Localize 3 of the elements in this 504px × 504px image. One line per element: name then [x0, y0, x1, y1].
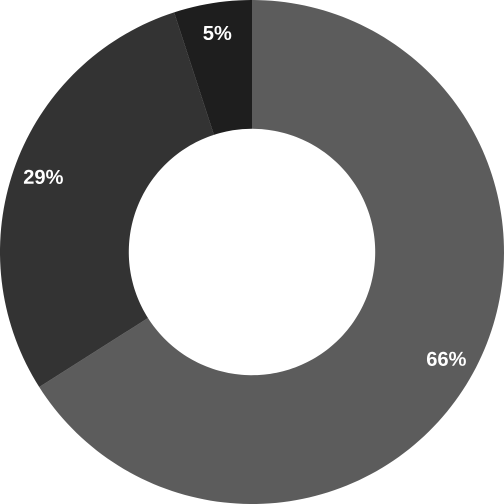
data-label: 5%: [203, 26, 232, 40]
data-label: 66%: [426, 352, 466, 366]
data-label: 29%: [24, 170, 63, 184]
